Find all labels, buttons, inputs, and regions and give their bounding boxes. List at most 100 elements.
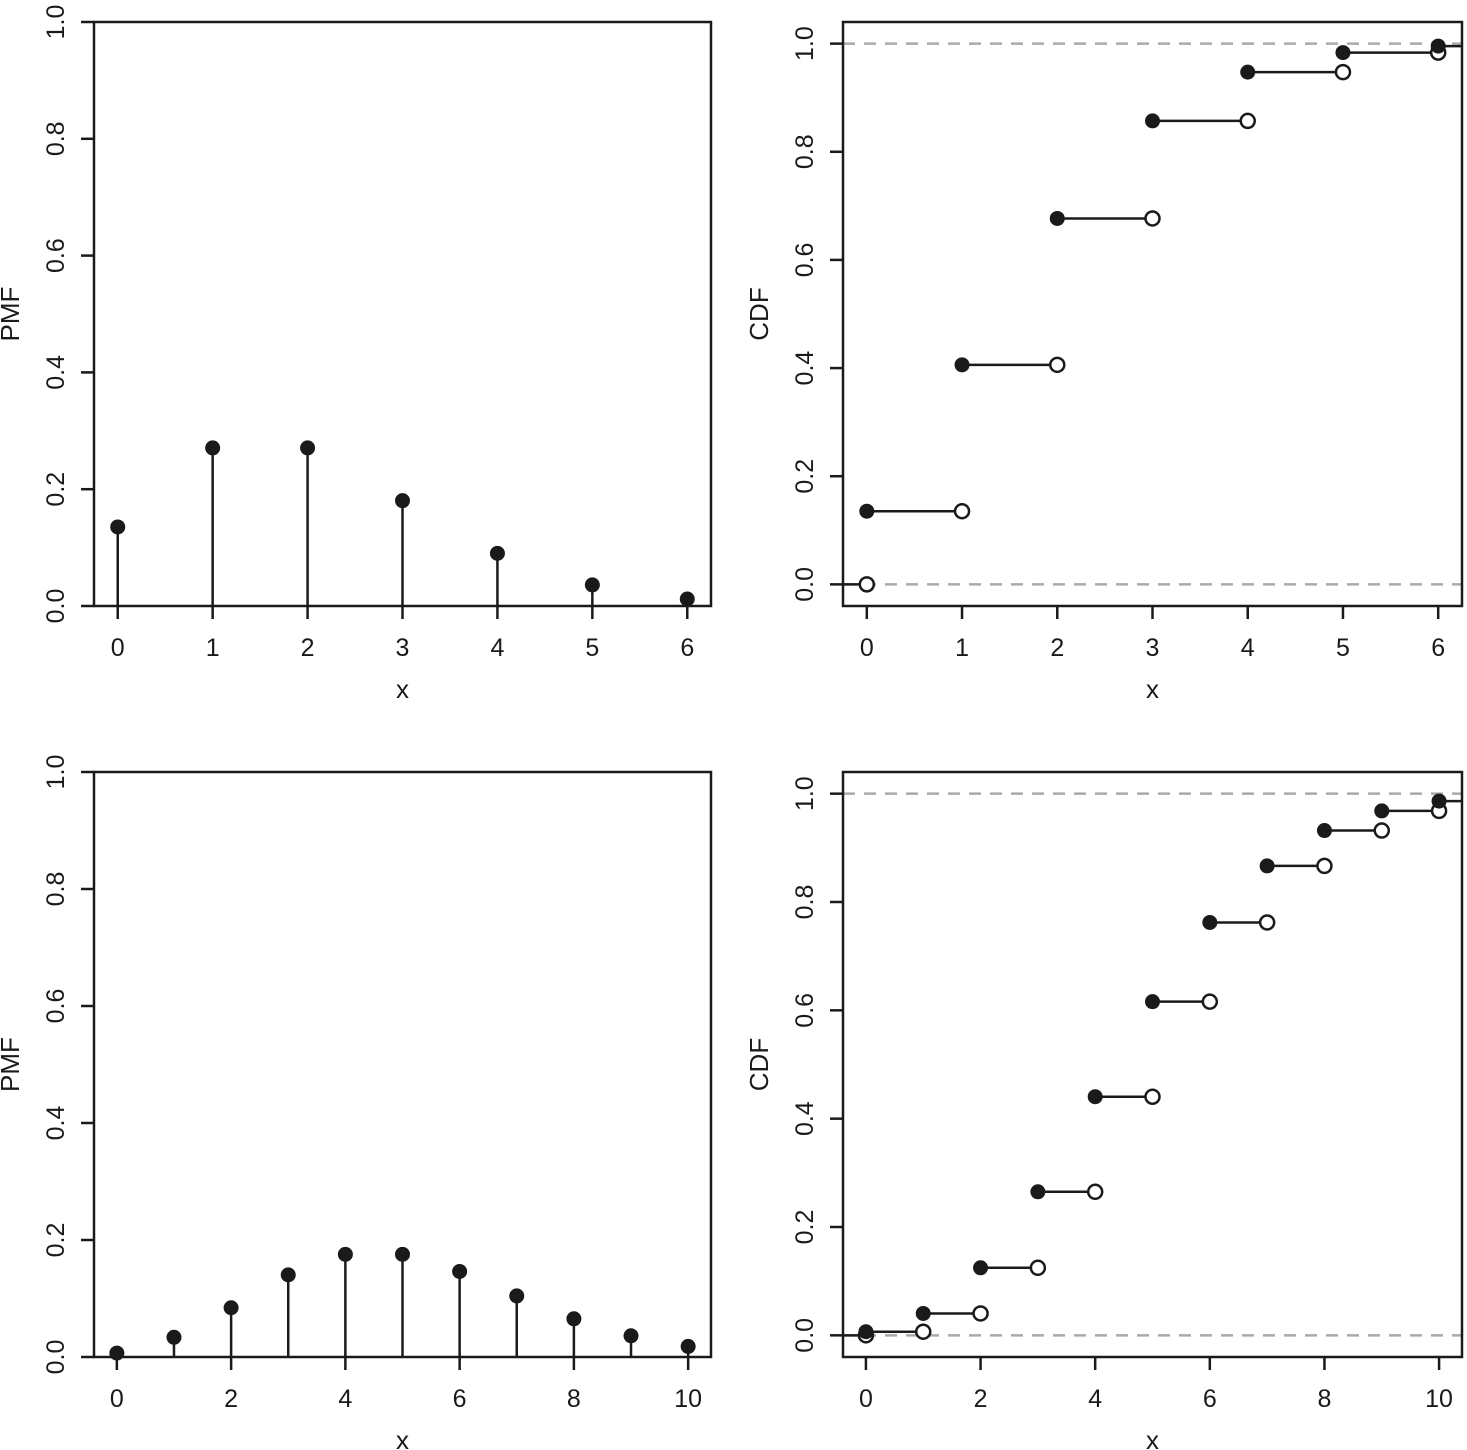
y-tick-label: 0.6	[791, 993, 819, 1028]
cdf-open-point	[858, 576, 876, 593]
y-tick-label: 0.0	[42, 1340, 70, 1375]
cdf-open-point	[1334, 63, 1352, 81]
pmf-point	[337, 1246, 353, 1262]
cdf-open-point	[1201, 993, 1219, 1010]
x-tick-label: 6	[1203, 1385, 1217, 1413]
cdf-open-point	[1144, 1088, 1161, 1105]
y-tick-label: 0.8	[791, 885, 819, 920]
x-axis-label: x	[1146, 674, 1159, 704]
x-axis-label: x	[396, 1425, 409, 1450]
pmf-point	[109, 1345, 125, 1361]
pmf-point	[223, 1300, 239, 1316]
x-tick-label: 2	[224, 1385, 238, 1413]
cdf-closed-point	[1259, 858, 1275, 874]
y-tick-label: 0.6	[42, 989, 70, 1024]
y-tick-label: 0.2	[791, 1210, 819, 1245]
plot-frame	[841, 20, 1464, 608]
pmf-point	[509, 1288, 525, 1304]
cdf-open-point	[1316, 857, 1333, 875]
x-tick-label: 6	[453, 1385, 467, 1413]
panel-2: 0 1 2 3 4 5 6 0.0 0.2 0.4 0.6 0.8 1.0 x CDF	[744, 20, 1464, 704]
pmf-point	[395, 1246, 410, 1262]
cdf-closed-point	[1202, 914, 1218, 930]
pmf-point	[566, 1311, 582, 1327]
x-tick-label: 6	[680, 634, 694, 662]
cdf-closed-point	[973, 1260, 989, 1276]
pmf-point	[584, 577, 600, 593]
y-tick-label: 1.0	[791, 26, 819, 61]
pmf-point	[489, 545, 505, 561]
x-tick-label: 2	[301, 634, 315, 662]
y-tick-label: 0.2	[791, 459, 819, 494]
pmf-point	[280, 1267, 296, 1283]
y-tick-label: 0.2	[42, 472, 70, 507]
x-tick-label: 1	[206, 634, 220, 662]
y-tick-label: 0.4	[791, 1101, 819, 1136]
pmf-point	[679, 591, 695, 607]
panel-3: 0 2 4 6 8 10 0.0 0.2 0.4 0.6 0.8 1.0 x PMF	[0, 755, 713, 1450]
cdf-closed-point	[1145, 113, 1160, 129]
cdf-open-point	[1239, 112, 1256, 130]
cdf-closed-point	[1240, 64, 1256, 80]
y-tick-label: 0.8	[791, 134, 819, 169]
x-tick-label: 5	[585, 634, 599, 662]
cdf-open-point	[1086, 1183, 1104, 1201]
cdf-closed-point	[954, 357, 970, 373]
cdf-closed-point	[1145, 994, 1160, 1010]
x-axis-label: x	[396, 674, 409, 704]
x-tick-label: 8	[1317, 1385, 1331, 1413]
cdf-closed-point	[1030, 1184, 1046, 1200]
y-tick-label: 0.6	[42, 238, 70, 273]
y-axis-label: PMF	[0, 1037, 25, 1092]
pmf-point	[395, 493, 410, 509]
x-tick-label: 6	[1431, 634, 1445, 662]
pmf-point	[110, 519, 126, 535]
pmf-point	[166, 1329, 182, 1345]
pmf-point	[300, 440, 316, 456]
cdf-closed-point	[1431, 793, 1447, 809]
cdf-closed-point	[1430, 38, 1446, 54]
x-tick-label: 3	[396, 634, 410, 662]
x-axis-label: x	[1146, 1425, 1159, 1450]
y-tick-label: 1.0	[42, 755, 70, 790]
cdf-closed-point	[1316, 823, 1332, 839]
y-tick-label: 0.0	[42, 589, 70, 624]
cdf-open-point	[914, 1323, 932, 1340]
y-tick-label: 0.8	[42, 872, 70, 907]
x-tick-label: 10	[674, 1385, 702, 1413]
y-axis-label: CDF	[744, 1038, 774, 1091]
y-tick-label: 0.0	[791, 567, 819, 602]
x-tick-label: 4	[1241, 634, 1255, 662]
x-tick-label: 0	[110, 1385, 124, 1413]
y-tick-label: 0.8	[42, 121, 70, 156]
panel-4: 0 2 4 6 8 10 0.0 0.2 0.4 0.6 0.8 1.0 x CDF	[744, 770, 1464, 1450]
x-tick-label: 3	[1146, 634, 1160, 662]
cdf-closed-point	[858, 1324, 874, 1340]
panel-1: 0 1 2 3 4 5 6 0.0 0.2 0.4 0.6 0.8 1.0 x PMF	[0, 5, 713, 704]
cdf-closed-point	[1374, 803, 1390, 819]
x-tick-label: 4	[338, 1385, 352, 1413]
x-tick-label: 1	[955, 634, 969, 662]
cdf-closed-point	[1087, 1089, 1103, 1105]
plot-frame	[841, 770, 1464, 1359]
cdf-closed-point	[915, 1305, 931, 1321]
x-tick-label: 10	[1425, 1385, 1453, 1413]
cdf-open-point	[972, 1305, 989, 1322]
cdf-closed-point	[859, 503, 875, 519]
x-tick-label: 4	[1088, 1385, 1102, 1413]
x-tick-label: 0	[860, 634, 874, 662]
y-tick-label: 0.2	[42, 1223, 70, 1258]
x-tick-label: 5	[1336, 634, 1350, 662]
pmf-point	[680, 1338, 696, 1354]
y-tick-label: 1.0	[791, 776, 819, 811]
cdf-open-point	[953, 502, 971, 520]
cdf-open-point	[1049, 356, 1066, 374]
x-tick-label: 4	[490, 634, 504, 662]
pmf-point	[452, 1263, 468, 1279]
cdf-open-point	[1144, 210, 1161, 227]
y-axis-label: CDF	[744, 287, 774, 340]
x-tick-label: 0	[859, 1385, 873, 1413]
cdf-closed-point	[1049, 210, 1065, 226]
y-tick-label: 0.6	[791, 243, 819, 278]
